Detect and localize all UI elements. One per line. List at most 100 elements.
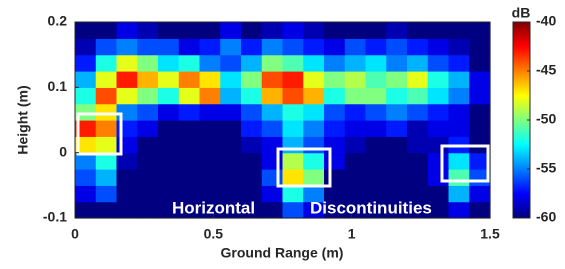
heat-cell	[303, 87, 324, 104]
heat-cell	[200, 87, 221, 104]
heat-cell	[366, 120, 387, 137]
heat-cell	[96, 71, 117, 88]
heat-cell	[137, 55, 158, 72]
heat-cell	[200, 71, 221, 88]
heat-cell	[200, 169, 221, 186]
x-tick-label: 0.5	[204, 226, 224, 242]
heat-cell	[241, 22, 262, 39]
heat-cell	[428, 169, 449, 186]
heat-cell	[262, 169, 283, 186]
heat-cell	[469, 38, 490, 55]
heat-cell	[96, 169, 117, 186]
heat-cell	[158, 153, 179, 170]
heat-cell	[262, 104, 283, 121]
heat-cell	[220, 136, 241, 153]
heat-cell	[345, 87, 366, 104]
heat-cell	[96, 202, 117, 219]
heat-cell	[469, 185, 490, 202]
heat-cell	[262, 153, 283, 170]
heat-cell	[179, 104, 200, 121]
heat-cell	[262, 185, 283, 202]
heat-cell	[407, 120, 428, 137]
x-axis-label: Ground Range (m)	[221, 245, 344, 261]
heat-cell	[407, 169, 428, 186]
heat-cell	[407, 153, 428, 170]
heat-cell	[469, 22, 490, 39]
heat-cell	[158, 38, 179, 55]
heat-cell	[158, 169, 179, 186]
heat-cell	[262, 22, 283, 39]
heat-cell	[449, 87, 470, 104]
heat-cell	[179, 120, 200, 137]
heat-cell	[220, 169, 241, 186]
heat-cell	[220, 104, 241, 121]
colorbar-tick-label: -55	[536, 160, 556, 176]
heat-cell	[283, 202, 304, 219]
heat-cell	[324, 38, 345, 55]
heat-cell	[366, 169, 387, 186]
heat-cell	[283, 136, 304, 153]
heat-cell	[366, 136, 387, 153]
heat-cell	[241, 87, 262, 104]
heat-cell	[386, 55, 407, 72]
heat-cell	[179, 153, 200, 170]
heat-cell	[469, 87, 490, 104]
heat-cell	[283, 22, 304, 39]
chart: Horizontal Discontinuities Ground Range …	[0, 0, 565, 264]
heat-cell	[75, 202, 96, 219]
y-tick-label: 0	[59, 143, 67, 159]
heat-cell	[324, 71, 345, 88]
heat-cell	[366, 87, 387, 104]
heat-cell	[303, 55, 324, 72]
heat-cell	[75, 22, 96, 39]
heat-cell	[303, 120, 324, 137]
heat-cell	[407, 55, 428, 72]
heat-cell	[407, 71, 428, 88]
heat-cell	[158, 136, 179, 153]
heat-cell	[241, 169, 262, 186]
heat-cell	[386, 38, 407, 55]
y-tick-label: -0.1	[43, 209, 67, 225]
heat-cell	[345, 120, 366, 137]
heat-cell	[428, 22, 449, 39]
heat-cell	[469, 71, 490, 88]
heat-cell	[324, 104, 345, 121]
heat-cell	[366, 153, 387, 170]
heat-cell	[449, 55, 470, 72]
heat-cell	[324, 120, 345, 137]
y-axis-label: Height (m)	[15, 85, 31, 154]
heat-cell	[386, 169, 407, 186]
y-tick-label: 0.2	[48, 13, 68, 29]
heat-cell	[386, 120, 407, 137]
heat-cell	[96, 136, 117, 153]
heat-cell	[137, 202, 158, 219]
heat-cell	[345, 169, 366, 186]
heat-cell	[241, 104, 262, 121]
heat-cell	[75, 169, 96, 186]
heat-cell	[200, 55, 221, 72]
heat-cell	[366, 104, 387, 121]
heat-cell	[137, 136, 158, 153]
heat-cell	[283, 71, 304, 88]
heat-cell	[137, 120, 158, 137]
heat-cell	[96, 38, 117, 55]
heat-cell	[469, 104, 490, 121]
heat-cell	[303, 169, 324, 186]
heat-cell	[220, 55, 241, 72]
heat-cell	[324, 169, 345, 186]
heat-cell	[117, 169, 138, 186]
heat-cell	[428, 153, 449, 170]
heat-cell	[324, 153, 345, 170]
heat-cell	[449, 38, 470, 55]
heat-cell	[158, 55, 179, 72]
heat-cell	[262, 71, 283, 88]
heat-cell	[179, 136, 200, 153]
heat-cell	[179, 169, 200, 186]
heat-cell	[449, 169, 470, 186]
colorbar-tick-label: -60	[536, 209, 556, 225]
heat-cell	[283, 55, 304, 72]
heat-cell	[428, 38, 449, 55]
heat-cell	[407, 87, 428, 104]
heat-cell	[449, 71, 470, 88]
heat-cell	[449, 104, 470, 121]
